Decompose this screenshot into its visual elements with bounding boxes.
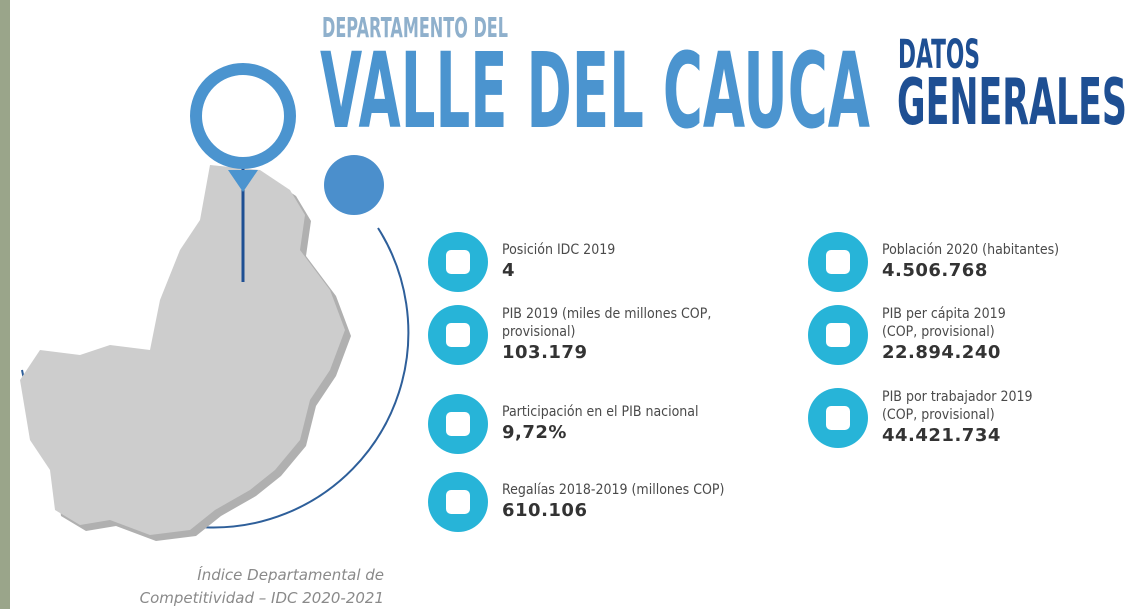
stat-text: PIB por trabajador 2019 (COP, provisional… — [882, 388, 1033, 448]
stat-text: Población 2020 (habitantes) 4.506.768 — [882, 241, 1059, 283]
stat: PIB 2019 (miles de millones COP, provisio… — [428, 305, 711, 365]
stat-label: provisional) — [502, 324, 576, 340]
stat-icon — [428, 305, 488, 365]
icon-glyph — [446, 490, 470, 514]
generales: GENERALES — [897, 66, 1127, 140]
stat: Población 2020 (habitantes) 4.506.768 — [808, 232, 1059, 292]
stat-label: (COP, provisional) — [882, 407, 995, 423]
pin-tip — [228, 170, 258, 192]
stat: PIB per cápita 2019 (COP, provisional) 22.… — [808, 305, 1006, 365]
stat-label: Regalías 2018-2019 (millones COP) — [502, 482, 725, 498]
stat-icon — [808, 388, 868, 448]
stat-value: 4.506.768 — [882, 260, 988, 281]
stat-text: Posición IDC 2019 4 — [502, 241, 615, 283]
stat-value: 610.106 — [502, 500, 588, 521]
stat-value: 9,72% — [502, 422, 567, 443]
stat-label: (COP, provisional) — [882, 324, 995, 340]
stat-icon — [808, 305, 868, 365]
footer-line: Competitividad – IDC 2020-2021 — [139, 589, 384, 607]
stat: Regalías 2018-2019 (millones COP) 610.106 — [428, 472, 724, 532]
stat: Posición IDC 2019 4 — [428, 232, 615, 292]
icon-glyph — [826, 250, 850, 274]
stat-label: PIB por trabajador 2019 — [882, 389, 1033, 405]
pretitle: DEPARTAMENTO DEL — [322, 11, 508, 44]
stat-label: PIB per cápita 2019 — [882, 306, 1006, 322]
stat-value: 4 — [502, 260, 516, 281]
map — [20, 165, 345, 535]
stat-label: PIB 2019 (miles de millones COP, — [502, 306, 712, 322]
stat-value: 103.179 — [502, 342, 588, 363]
photo-strip — [0, 0, 10, 609]
footer-line: Índice Departamental de — [197, 566, 384, 584]
stat-icon — [428, 394, 488, 454]
footer: Índice Departamental de Competitividad – … — [140, 564, 384, 609]
pin-head — [190, 63, 296, 169]
stat-text: PIB 2019 (miles de millones COP, provisio… — [502, 305, 711, 365]
datos: DATOS — [898, 32, 980, 78]
stat-label: Población 2020 (habitantes) — [882, 242, 1060, 258]
stat-label: Posición IDC 2019 — [502, 242, 616, 258]
stat-text: Regalías 2018-2019 (millones COP) 610.106 — [502, 481, 724, 523]
stat-value: 44.421.734 — [882, 425, 1001, 446]
title: VALLE DEL CAUCA — [320, 30, 870, 152]
stat-text: Participación en el PIB nacional 9,72% — [502, 403, 699, 445]
icon-glyph — [446, 412, 470, 436]
stat-icon — [428, 472, 488, 532]
icon-glyph — [826, 323, 850, 347]
stat-icon — [808, 232, 868, 292]
stat-value: 22.894.240 — [882, 342, 1001, 363]
stat-label: Participación en el PIB nacional — [502, 404, 699, 420]
icon-glyph — [446, 323, 470, 347]
dot — [324, 155, 384, 215]
stat-icon — [428, 232, 488, 292]
stat-text: PIB per cápita 2019 (COP, provisional) 22.… — [882, 305, 1006, 365]
icon-glyph — [446, 250, 470, 274]
stat: PIB por trabajador 2019 (COP, provisional… — [808, 388, 1033, 448]
stat: Participación en el PIB nacional 9,72% — [428, 394, 699, 454]
icon-glyph — [826, 406, 850, 430]
